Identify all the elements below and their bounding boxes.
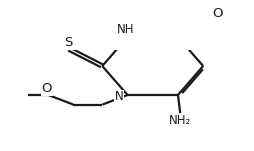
Text: S: S (64, 36, 72, 49)
Text: NH: NH (116, 23, 134, 36)
Text: N: N (115, 90, 123, 103)
Text: O: O (42, 82, 52, 95)
Text: O: O (211, 8, 221, 21)
Text: NH₂: NH₂ (169, 114, 191, 127)
